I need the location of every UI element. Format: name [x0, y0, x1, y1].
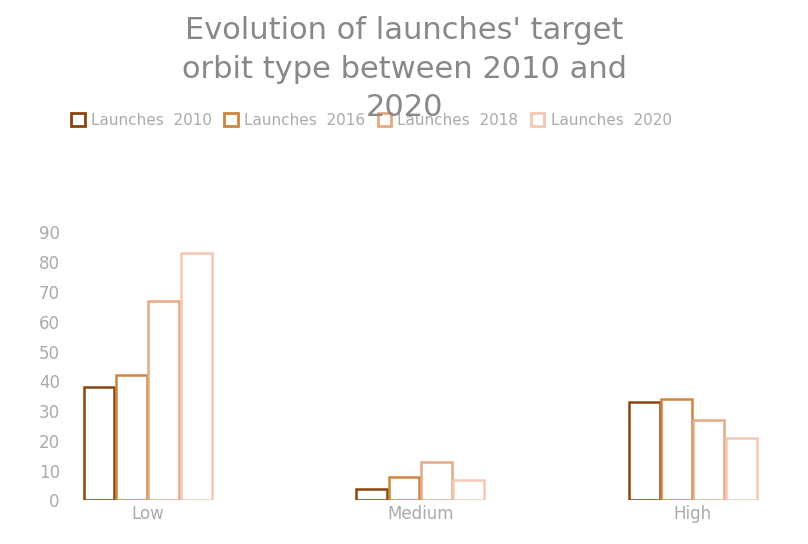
Bar	[149, 301, 179, 500]
Bar	[726, 438, 756, 500]
Bar	[84, 387, 115, 500]
Text: Evolution of launches' target
orbit type between 2010 and
2020: Evolution of launches' target orbit type…	[182, 16, 626, 122]
Bar	[661, 399, 692, 500]
Bar	[181, 254, 212, 500]
Bar	[453, 480, 484, 500]
Bar	[356, 489, 387, 500]
Bar	[421, 462, 452, 500]
Bar	[629, 402, 659, 500]
Bar	[116, 375, 147, 500]
Bar	[389, 477, 419, 500]
Legend: Launches  2010, Launches  2016, Launches  2018, Launches  2020: Launches 2010, Launches 2016, Launches 2…	[65, 107, 678, 134]
Bar	[693, 420, 724, 500]
